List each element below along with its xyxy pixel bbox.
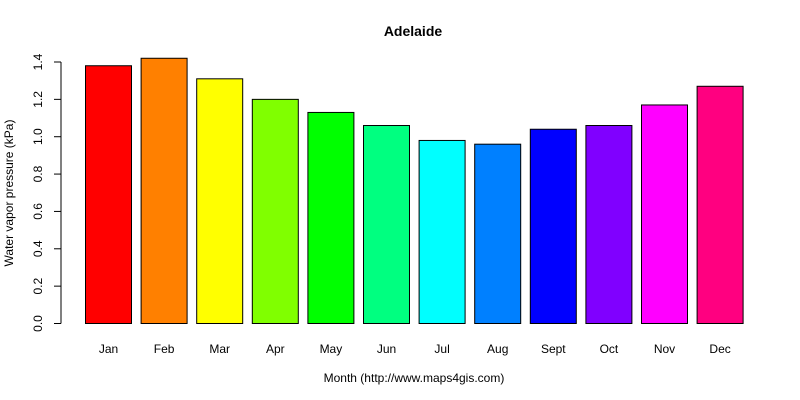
y-tick-label: 1.2 bbox=[31, 91, 45, 108]
x-tick-label: Jul bbox=[434, 342, 449, 356]
x-tick-label: Oct bbox=[600, 342, 619, 356]
bar-feb bbox=[140, 57, 188, 325]
x-tick-label: Apr bbox=[266, 342, 285, 356]
x-tick-label: Jun bbox=[377, 342, 396, 356]
x-tick-label: Feb bbox=[154, 342, 175, 356]
chart-title: Adelaide bbox=[384, 23, 443, 39]
y-axis-label: Water vapor pressure (kPa) bbox=[2, 120, 16, 267]
y-tick-label: 0.2 bbox=[31, 277, 45, 294]
bar-jun bbox=[363, 125, 410, 324]
x-tick-label: Nov bbox=[654, 342, 675, 356]
bar-jul bbox=[418, 139, 466, 324]
y-axis: 0.0 0.2 0.4 0.6 0.8 1.0 1.2 1.4 bbox=[31, 53, 62, 332]
y-tick-label: 0.4 bbox=[31, 240, 45, 257]
x-tick-label: Mar bbox=[209, 342, 230, 356]
bar-apr bbox=[251, 98, 299, 324]
x-axis-tick-labels: Jan Feb Mar Apr May Jun Jul Aug Sept Oct Nov Dec bbox=[99, 342, 731, 356]
x-tick-label: Aug bbox=[487, 342, 508, 356]
bar-nov bbox=[641, 104, 688, 325]
bar-sept bbox=[529, 128, 577, 324]
x-tick-label: Sept bbox=[541, 342, 566, 356]
bar-oct bbox=[585, 125, 633, 324]
bar-mar bbox=[196, 78, 244, 324]
y-tick-label: 0.6 bbox=[31, 203, 45, 220]
y-tick-label: 0.8 bbox=[31, 165, 45, 182]
bar-may bbox=[307, 111, 355, 324]
x-axis-label: Month (http://www.maps4gis.com) bbox=[324, 371, 505, 385]
y-tick-label: 1.0 bbox=[31, 128, 45, 145]
bar-dec bbox=[696, 85, 744, 324]
x-tick-label: Dec bbox=[709, 342, 730, 356]
x-tick-label: May bbox=[320, 342, 343, 356]
bar-jan bbox=[85, 65, 132, 324]
bar-aug bbox=[474, 143, 522, 324]
y-tick-label: 1.4 bbox=[31, 53, 45, 70]
y-tick-label: 0.0 bbox=[31, 315, 45, 332]
bars bbox=[85, 57, 744, 325]
x-tick-label: Jan bbox=[99, 342, 118, 356]
